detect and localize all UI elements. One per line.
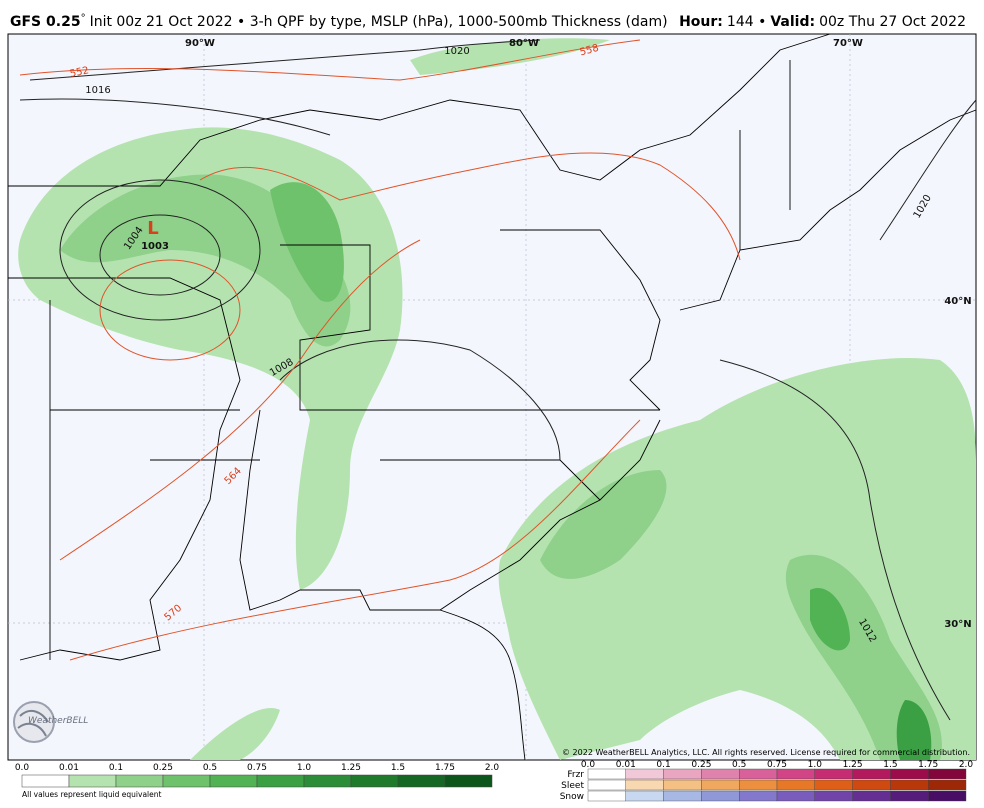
legend-tick-label: 2.0 — [959, 760, 974, 770]
precip-type-legend: 0.0 0.01 0.1 0.25 0.5 0.75 1.0 1.25 1.5 1.75 2.0 Fr… — [560, 760, 974, 802]
color-swatch — [663, 790, 702, 802]
logo: WeatherBELL — [13, 701, 88, 743]
longitude-label: 70°W — [833, 38, 863, 49]
color-swatch — [587, 790, 626, 802]
qpf-legend: All values represent liquid equivalent 0… — [15, 763, 500, 799]
color-swatch — [663, 779, 702, 791]
color-swatch — [776, 779, 815, 791]
legend-tick-label: 0.0 — [581, 760, 596, 770]
hour: 144 • — [727, 14, 766, 30]
color-swatch — [625, 779, 664, 791]
color-swatch — [162, 774, 211, 788]
color-swatch — [814, 779, 853, 791]
longitude-label: 90°W — [185, 38, 215, 49]
color-swatch — [350, 774, 399, 788]
color-swatch — [890, 790, 929, 802]
legend-tick-label: 0.01 — [616, 760, 636, 770]
isobars — [19, 39, 977, 721]
valid-label: Valid: — [770, 14, 815, 30]
header-right: Hour: 144 • Valid: 00z Thu 27 Oct 2022 — [679, 14, 966, 30]
legend-tick-label: 0.01 — [59, 763, 79, 773]
copyright: © 2022 WeatherBELL Analytics, LLC. All r… — [562, 748, 970, 757]
legend-tick-label: 0.5 — [732, 760, 746, 770]
valid: 00z Thu 27 Oct 2022 — [819, 14, 966, 30]
color-swatch — [625, 768, 664, 780]
color-swatch — [663, 768, 702, 780]
legend-tick-label: 0.1 — [656, 760, 670, 770]
color-swatch — [928, 779, 967, 791]
color-swatch — [776, 790, 815, 802]
color-swatch — [739, 790, 778, 802]
legend-tick-label: 1.25 — [341, 763, 361, 773]
isobar-label: 1016 — [85, 85, 110, 96]
color-swatch — [397, 774, 446, 788]
color-swatch — [444, 774, 493, 788]
color-swatch — [625, 790, 664, 802]
color-swatch — [115, 774, 164, 788]
color-swatch — [852, 779, 891, 791]
precip-type-label: Sleet — [561, 781, 584, 791]
color-swatch — [303, 774, 352, 788]
color-swatch — [852, 768, 891, 780]
hour-label: Hour: — [679, 14, 723, 30]
degree: ° — [81, 13, 86, 24]
legend-tick-label: 1.25 — [843, 760, 863, 770]
color-swatch — [890, 779, 929, 791]
color-swatch — [739, 779, 778, 791]
header-title: Init 00z 21 Oct 2022 • 3-h QPF by type, … — [90, 14, 668, 30]
legend-tick-label: 0.25 — [153, 763, 173, 773]
legend-tick-label: 0.75 — [247, 763, 267, 773]
legend-tick-label: 1.5 — [883, 760, 897, 770]
map: 90°W 80°W 70°W 40°N 30°N 1020 1016 552 5… — [7, 33, 977, 761]
color-swatch — [701, 768, 740, 780]
color-swatch — [814, 790, 853, 802]
longitude-label: 80°W — [509, 38, 539, 49]
precip-type-label: Snow — [560, 792, 584, 802]
color-swatch — [739, 768, 778, 780]
color-swatch — [814, 768, 853, 780]
precip-type-label: Frzr — [567, 770, 584, 780]
color-swatch — [256, 774, 305, 788]
thickness-contours — [19, 39, 741, 661]
model-name: GFS 0.25 — [10, 14, 81, 30]
low-pressure-marker: L — [147, 218, 158, 239]
color-swatch — [890, 768, 929, 780]
color-swatch — [776, 768, 815, 780]
legend-tick-label: 0.1 — [109, 763, 123, 773]
color-swatch — [21, 774, 70, 788]
isobar-label: 1020 — [444, 46, 469, 57]
legend-tick-label: 1.75 — [435, 763, 455, 773]
latitude-label: 30°N — [944, 619, 971, 630]
legend-tick-label: 1.0 — [297, 763, 312, 773]
legend-tick-label: 1.5 — [391, 763, 405, 773]
legend-tick-label: 1.0 — [808, 760, 823, 770]
color-swatch — [68, 774, 117, 788]
precip-areas — [18, 38, 976, 760]
thickness-label: 552 — [69, 65, 90, 80]
color-swatch — [587, 779, 626, 791]
legend-tick-label: 0.25 — [691, 760, 711, 770]
color-swatch — [209, 774, 258, 788]
legend-tick-label: 0.5 — [203, 763, 217, 773]
color-swatch — [928, 790, 967, 802]
logo-text: WeatherBELL — [28, 716, 88, 726]
thickness-label: 558 — [579, 43, 600, 59]
legend-tick-label: 1.75 — [918, 760, 938, 770]
color-swatch — [701, 779, 740, 791]
legend-tick-label: 0.75 — [767, 760, 787, 770]
latitude-label: 40°N — [944, 296, 971, 307]
legend-tick-label: 0.0 — [15, 763, 30, 773]
header: GFS 0.25° Init 00z 21 Oct 2022 • 3-h QPF … — [10, 13, 668, 30]
color-swatch — [587, 768, 626, 780]
color-swatch — [852, 790, 891, 802]
color-swatch — [701, 790, 740, 802]
color-swatch — [928, 768, 967, 780]
legend-tick-label: 2.0 — [485, 763, 500, 773]
legend-note: All values represent liquid equivalent — [22, 790, 161, 799]
low-pressure-value: 1003 — [141, 241, 169, 252]
